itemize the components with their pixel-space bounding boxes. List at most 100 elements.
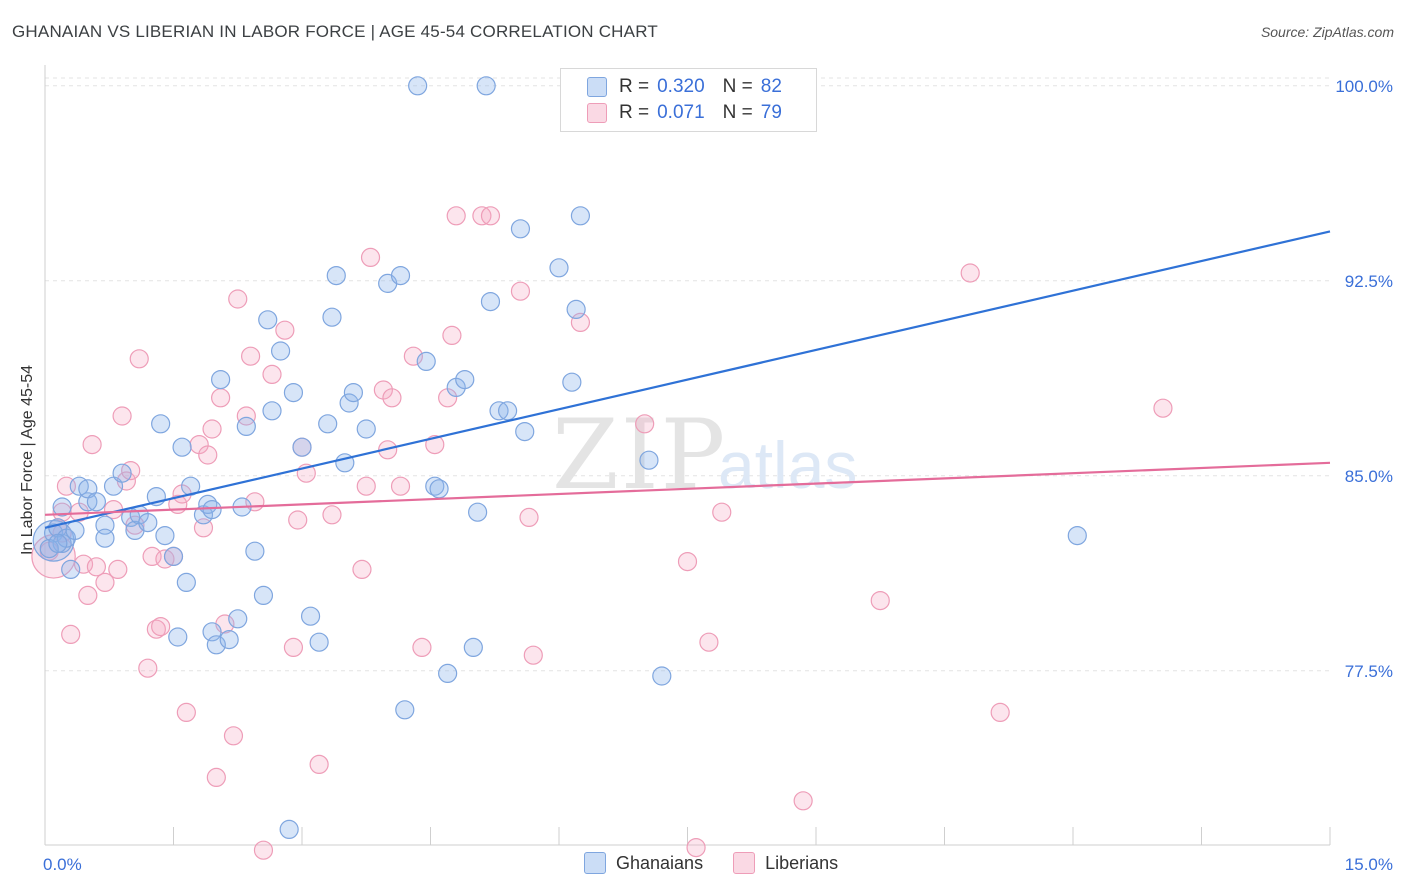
ghanaian-point (639, 450, 659, 470)
liberian-point (283, 637, 304, 658)
liberian-point (382, 388, 402, 408)
ghanaian-point (253, 585, 274, 606)
liberian-trend-line (44, 461, 1331, 516)
liberian-point (960, 263, 980, 283)
ghanaian-point (283, 383, 304, 403)
ghanaian-point (95, 528, 115, 548)
n-label: N = (722, 102, 753, 123)
liberian-point (241, 346, 261, 366)
liberian-point (198, 445, 218, 465)
liberian-point (206, 767, 226, 788)
y-tick-label: 85.0% (1345, 467, 1393, 486)
y-tick-label: 92.5% (1345, 272, 1393, 291)
grid-lines (45, 77, 1330, 672)
ghanaian-point (270, 341, 291, 361)
liberian-point (82, 435, 102, 455)
liberian-point (151, 616, 171, 637)
ghanaian-point (155, 525, 175, 546)
liberian-point (86, 557, 107, 577)
r-label: R = (619, 102, 650, 123)
ghanaian-point (408, 76, 428, 96)
liberian-point (635, 414, 655, 434)
liberian-point (686, 837, 706, 858)
ghanaian-point (468, 502, 488, 522)
legend-item-ghanaians: Ghanaians (584, 852, 703, 874)
liberian-point (360, 247, 381, 267)
watermark: ZIP atlas (552, 399, 857, 511)
liberian-point (390, 476, 411, 496)
ghanaian-point (228, 609, 248, 629)
ghanaian-point (390, 266, 411, 286)
ghanaian-point (438, 663, 458, 684)
liberian-point (403, 346, 423, 366)
ghanaian-point (515, 422, 535, 442)
ghanaian-point (429, 479, 449, 499)
liberian-point (523, 645, 543, 665)
ghanaian-point (95, 515, 115, 535)
x-tick-label: 15.0% (1345, 855, 1393, 874)
n-value: 82 (760, 76, 782, 97)
ghanaian-point (65, 520, 85, 541)
y-tick-label: 77.5% (1345, 662, 1393, 681)
legend-label-ghanaians: Ghanaians (616, 852, 704, 873)
ghanaian-point (52, 497, 72, 517)
ghanaian-point (300, 606, 321, 626)
liberian-point (699, 632, 719, 652)
liberian-point (253, 840, 274, 860)
ghanaian-point (566, 299, 586, 319)
ghanaian-point (322, 307, 342, 327)
ghanaian-point (652, 666, 672, 686)
ghanaian-point (309, 632, 329, 652)
source-label: Source: ZipAtlas.com (1260, 24, 1394, 40)
ghanaian-point (356, 419, 376, 439)
n-value: 79 (760, 102, 782, 123)
ghanaian-point (138, 512, 158, 533)
ghanaian-point (202, 500, 222, 520)
ghanaian-point (343, 383, 363, 403)
liberian-point (309, 754, 329, 775)
liberian-point (990, 702, 1010, 723)
ghanaian-point (245, 541, 265, 561)
liberians-swatch (587, 103, 607, 123)
liberian-point (288, 510, 308, 530)
ghanaian-point (416, 351, 436, 371)
ghanaian-point (86, 492, 107, 512)
ghanaian-point (279, 819, 299, 840)
legend-row-liberians: R = 0.071 N = 79 (587, 101, 782, 125)
trend-lines (44, 230, 1331, 529)
stats-legend: R = 0.320 N = 82 R = 0.071 N = 79 (560, 68, 817, 132)
ghanaian-point (163, 546, 184, 567)
liberian-point (442, 325, 462, 345)
liberian-point (510, 281, 531, 301)
liberian-point (78, 585, 98, 606)
liberian-point (138, 658, 158, 678)
liberian-point (202, 419, 222, 439)
ghanaian-point (318, 414, 338, 434)
liberian-point (712, 502, 732, 522)
liberian-point (228, 289, 248, 309)
ghanaian-point (262, 401, 282, 421)
liberian-point (425, 435, 445, 455)
liberian-point (211, 388, 231, 408)
watermark-atlas: atlas (718, 428, 857, 502)
ghanaian-point (219, 629, 239, 650)
ghanaian-point (510, 219, 531, 239)
ghanaian-point (258, 310, 278, 330)
ghanaian-point (463, 637, 483, 658)
chart-title: GHANAIAN VS LIBERIAN IN LABOR FORCE | AG… (12, 22, 658, 41)
ghanaian-point (211, 370, 231, 390)
ghanaian-point (168, 627, 188, 647)
ghanaians-swatch (587, 77, 607, 97)
r-value: 0.320 (657, 76, 705, 97)
legend-item-liberians: Liberians (733, 852, 838, 874)
liberian-point (61, 624, 81, 645)
ghanaian-point (1067, 525, 1087, 546)
ghanaians-swatch (584, 852, 606, 874)
ghanaian-point (112, 463, 132, 483)
ghanaian-point (236, 416, 256, 436)
ghanaian-point (206, 635, 226, 655)
ghanaian-point (292, 437, 312, 457)
liberian-point (275, 320, 295, 340)
ghanaian-point (562, 372, 582, 392)
ghanaian-point (570, 206, 591, 226)
